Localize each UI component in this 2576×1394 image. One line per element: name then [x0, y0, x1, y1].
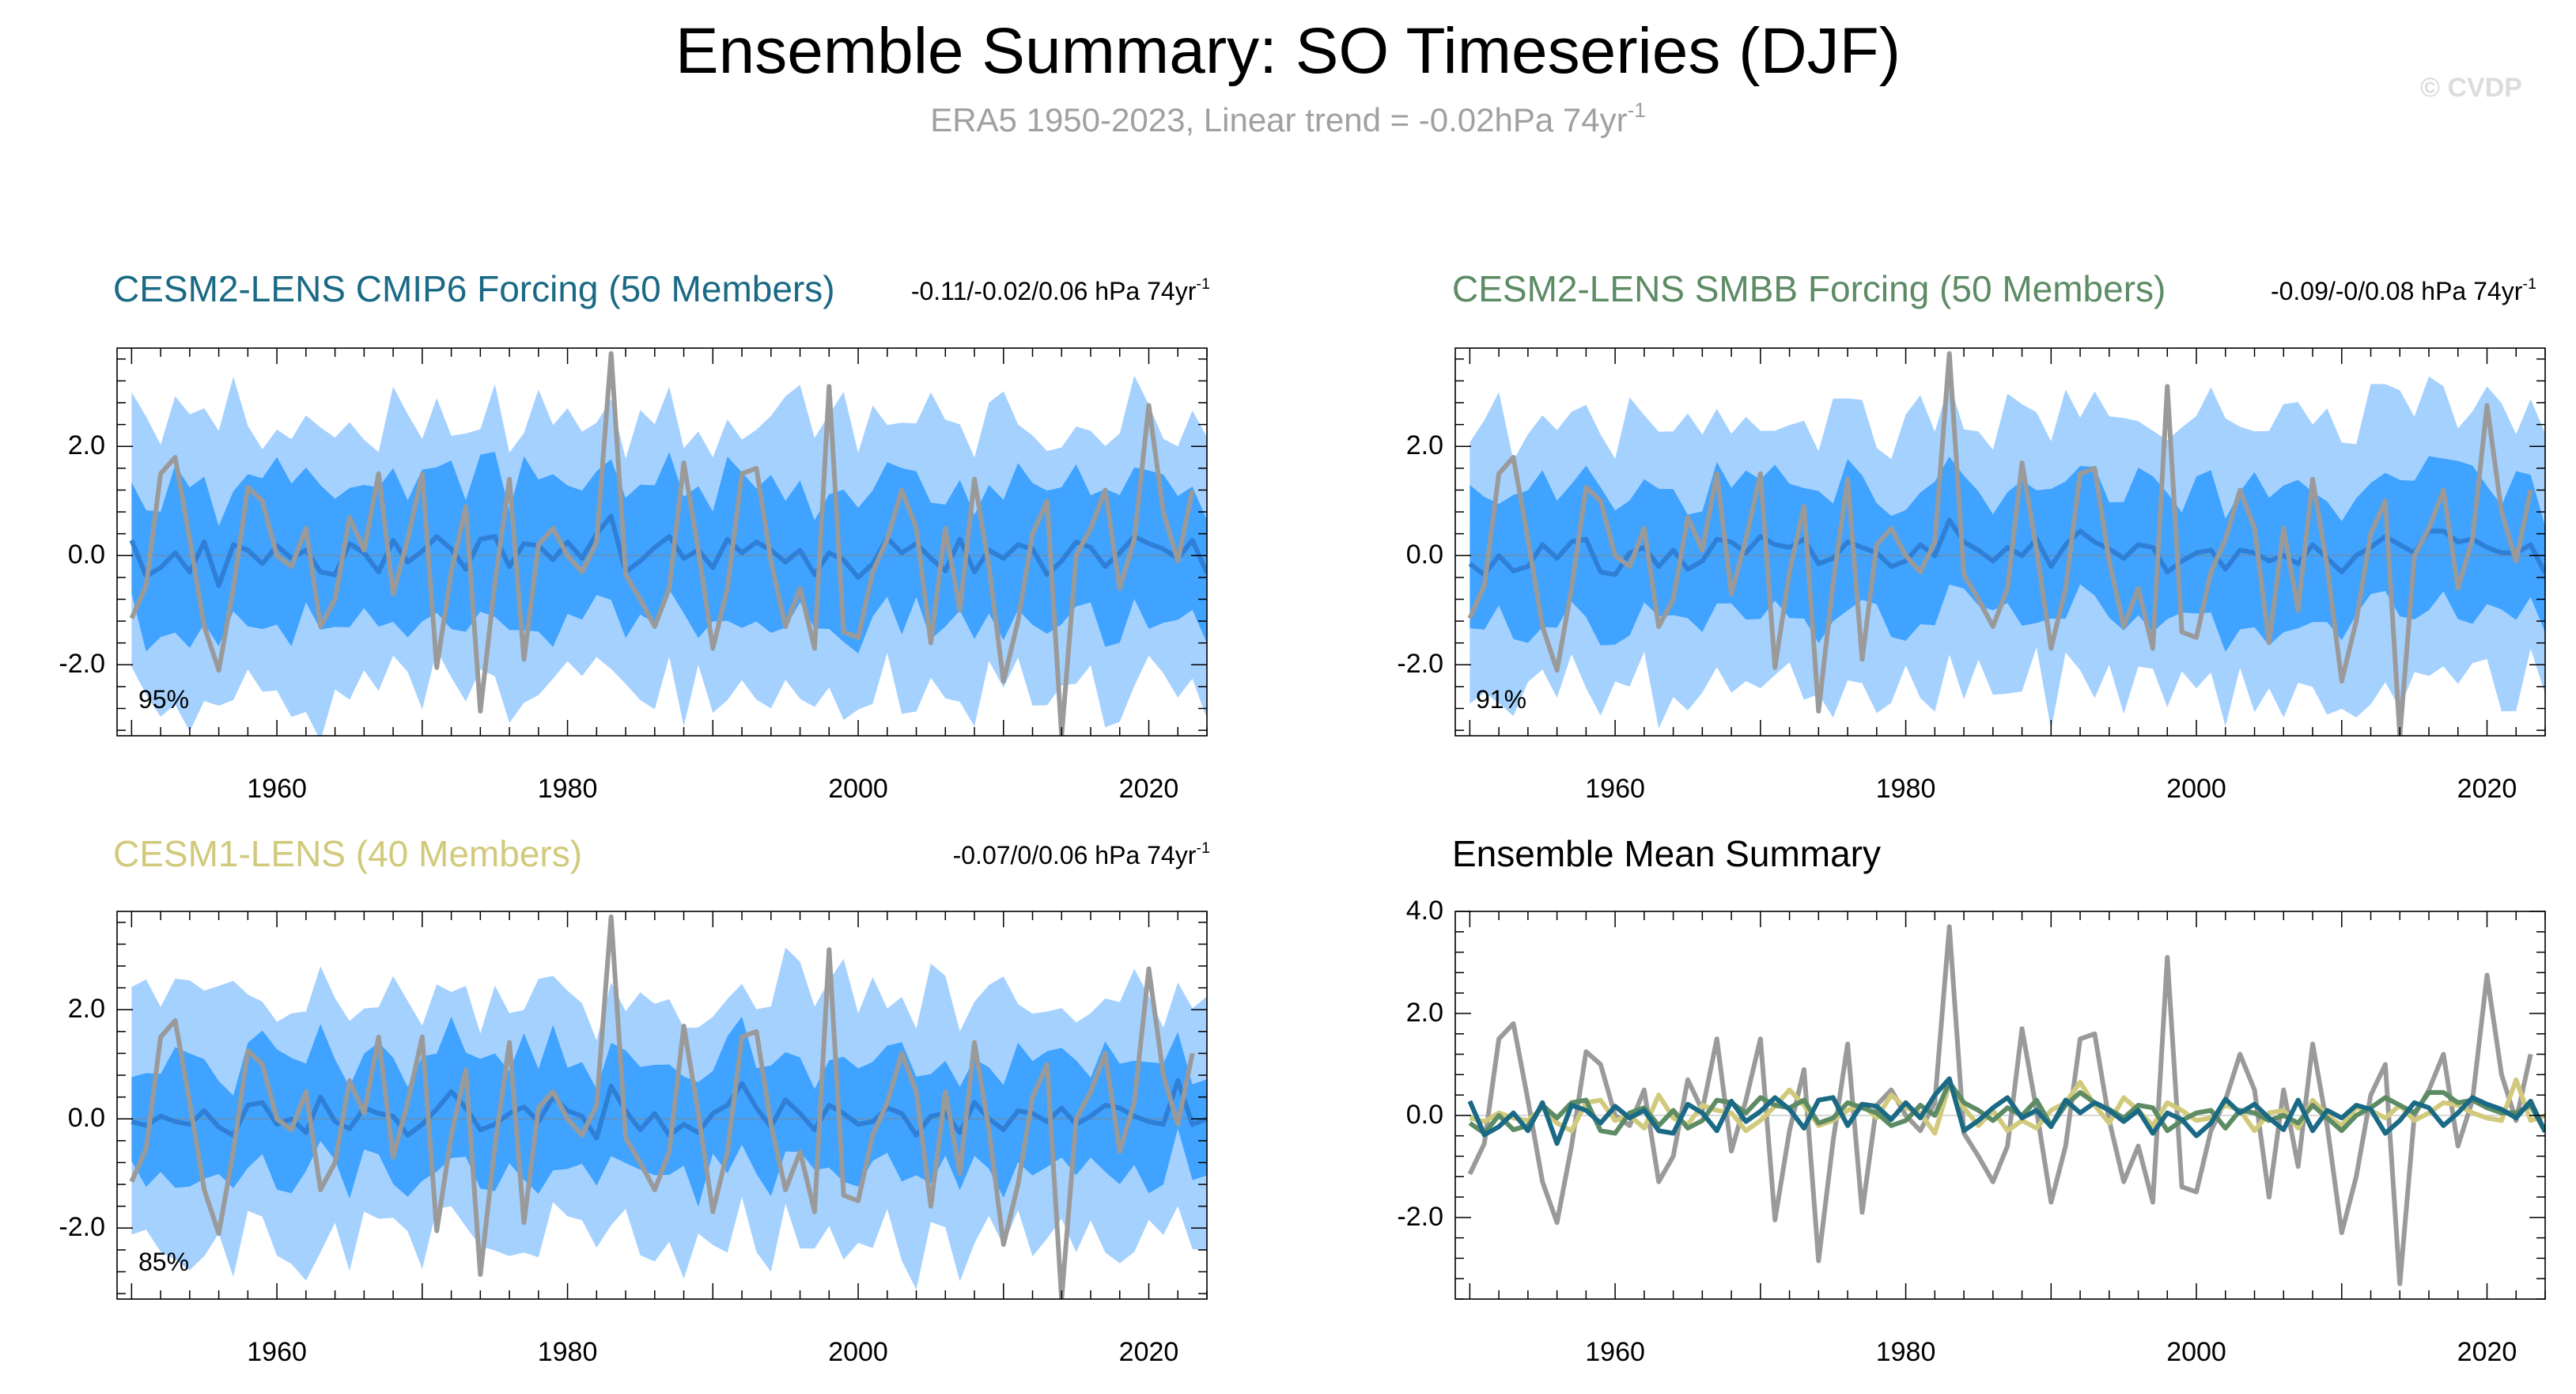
xtick-label-smbb: 2000 [2166, 774, 2226, 804]
ytick-label-cesm1: -2.0 [59, 1212, 105, 1243]
summary-line-cmip6 [1467, 1076, 2545, 1146]
percent-label-cmip6: 95% [138, 685, 190, 714]
xtick-label-cesm1: 2000 [828, 1337, 888, 1367]
subtitle-text: ERA5 1950-2023, Linear trend = -0.02hPa … [930, 101, 1628, 138]
xtick-label-cmip6: 1980 [537, 774, 598, 804]
percent-label-smbb: 91% [1476, 685, 1527, 714]
panel-trend-smbb-text: -0.09/-0/0.08 hPa 74yr [2270, 277, 2523, 305]
cvdp-watermark: © CVDP [2420, 73, 2522, 103]
panel-trend-cesm1-exp: -1 [1196, 839, 1210, 858]
xtick-label-cmip6: 1960 [247, 774, 307, 804]
panel-trend-cmip6-exp: -1 [1196, 275, 1210, 294]
subtitle-exponent: -1 [1627, 97, 1646, 122]
panel-trend-cmip6-text: -0.11/-0.02/0.06 hPa 74yr [910, 277, 1197, 305]
panel-title-cmip6: CESM2-LENS CMIP6 Forcing (50 Members) [113, 268, 835, 309]
plot-area-cmip6 [117, 350, 1207, 736]
axes-frame-mean [1454, 911, 2546, 1300]
ytick-label-cesm1: 2.0 [67, 994, 105, 1025]
xtick-label-smbb: 2020 [2457, 774, 2517, 804]
ytick-label-mean: 2.0 [1405, 997, 1443, 1028]
panel-cmip6 [116, 347, 1208, 737]
ytick-label-cmip6: 0.0 [67, 540, 105, 570]
xtick-label-mean: 1980 [1875, 1337, 1936, 1367]
axes-frame-smbb [1454, 347, 2546, 737]
panel-smbb [1454, 347, 2546, 737]
xtick-label-mean: 2000 [2166, 1337, 2226, 1367]
axes-frame-cesm1 [116, 911, 1208, 1300]
panel-trend-smbb-exp: -1 [2522, 275, 2536, 294]
ytick-label-smbb: 0.0 [1405, 540, 1443, 570]
obs-line-cmip6 [129, 350, 1195, 736]
panel-trend-cmip6: -0.11/-0.02/0.06 hPa 74yr-1 [910, 275, 1210, 306]
xtick-label-mean: 2020 [2457, 1337, 2517, 1367]
panel-title-mean: Ensemble Mean Summary [1452, 833, 1881, 874]
figure-subtitle: ERA5 1950-2023, Linear trend = -0.02hPa … [0, 97, 2576, 139]
xtick-label-cesm1: 1960 [247, 1337, 307, 1367]
xtick-label-cesm1: 2020 [1118, 1337, 1179, 1367]
plot-area-smbb [1455, 350, 2545, 736]
panel-trend-smbb: -0.09/-0/0.08 hPa 74yr-1 [2270, 275, 2536, 306]
ytick-label-smbb: 2.0 [1405, 430, 1443, 461]
xtick-label-smbb: 1960 [1585, 774, 1645, 804]
ytick-label-mean: 0.0 [1405, 1099, 1443, 1130]
ytick-label-cmip6: -2.0 [59, 649, 105, 680]
panel-trend-cesm1: -0.07/0/0.06 hPa 74yr-1 [952, 839, 1210, 870]
xtick-label-mean: 1960 [1585, 1337, 1645, 1367]
xtick-label-cmip6: 2000 [828, 774, 888, 804]
axes-frame-cmip6 [116, 347, 1208, 737]
ytick-label-smbb: -2.0 [1397, 649, 1443, 680]
obs-line-smbb [1467, 350, 2533, 736]
ytick-label-cesm1: 0.0 [67, 1103, 105, 1134]
percent-label-cesm1: 85% [138, 1248, 190, 1276]
ytick-label-cmip6: 2.0 [67, 430, 105, 461]
xtick-label-smbb: 1980 [1875, 774, 1936, 804]
panel-title-smbb: CESM2-LENS SMBB Forcing (50 Members) [1452, 268, 2166, 309]
panel-cesm1 [116, 911, 1208, 1300]
xtick-label-cmip6: 2020 [1118, 774, 1179, 804]
ytick-label-mean: -2.0 [1397, 1201, 1443, 1232]
obs-line-mean [1467, 924, 2533, 1286]
xtick-label-cesm1: 1980 [537, 1337, 598, 1367]
panel-trend-cesm1-text: -0.07/0/0.06 hPa 74yr [952, 841, 1197, 869]
panel-mean [1454, 911, 2546, 1300]
panel-title-cesm1: CESM1-LENS (40 Members) [113, 833, 583, 874]
figure-title: Ensemble Summary: SO Timeseries (DJF) [675, 15, 1901, 87]
ytick-label-mean: 4.0 [1405, 896, 1443, 926]
plot-area-mean [1455, 924, 2545, 1286]
obs-line-cesm1 [129, 914, 1195, 1299]
plot-area-cesm1 [117, 914, 1207, 1299]
